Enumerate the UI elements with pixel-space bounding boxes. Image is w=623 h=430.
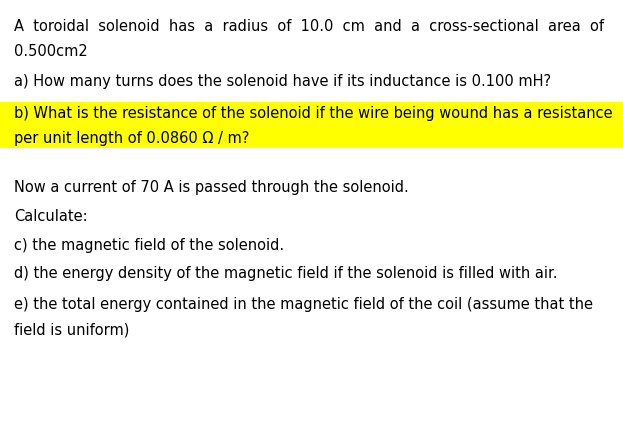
Text: e) the total energy contained in the magnetic field of the coil (assume that the: e) the total energy contained in the mag…: [14, 297, 592, 311]
Text: 0.500cm2: 0.500cm2: [14, 44, 87, 59]
Text: Now a current of 70 A is passed through the solenoid.: Now a current of 70 A is passed through …: [14, 180, 409, 194]
Text: per unit length of 0.0860 Ω / m?: per unit length of 0.0860 Ω / m?: [14, 131, 249, 146]
Text: a) How many turns does the solenoid have if its inductance is 0.100 mH?: a) How many turns does the solenoid have…: [14, 74, 551, 89]
Text: A  toroidal  solenoid  has  a  radius  of  10.0  cm  and  a  cross-sectional  ar: A toroidal solenoid has a radius of 10.0…: [14, 19, 604, 34]
Text: field is uniform): field is uniform): [14, 322, 129, 337]
Text: d) the energy density of the magnetic field if the solenoid is filled with air.: d) the energy density of the magnetic fi…: [14, 267, 557, 281]
Text: Calculate:: Calculate:: [14, 209, 87, 224]
Text: c) the magnetic field of the solenoid.: c) the magnetic field of the solenoid.: [14, 238, 284, 252]
Text: b) What is the resistance of the solenoid if the wire being wound has a resistan: b) What is the resistance of the solenoi…: [14, 106, 612, 120]
FancyBboxPatch shape: [0, 102, 623, 148]
